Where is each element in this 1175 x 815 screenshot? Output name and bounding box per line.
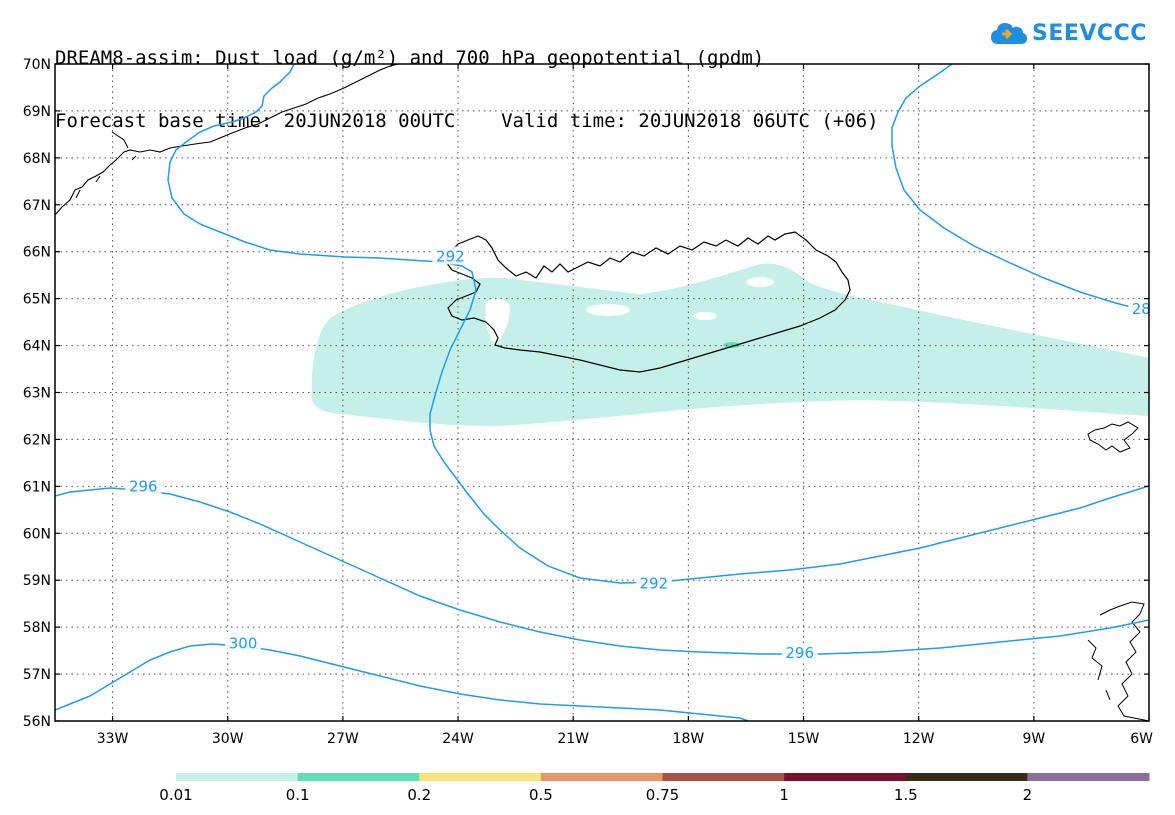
legend-label: 0.1 [286,786,310,804]
lat-tick-label: 65N [23,292,51,308]
lat-tick-label: 66N [23,245,51,261]
contour-label: 296 [785,644,814,662]
lat-lon-grid [55,64,1149,721]
legend-label: 2 [1023,786,1033,804]
lat-tick-label: 62N [23,432,51,448]
lat-tick-label: 63N [23,386,51,402]
legend-swatch [297,773,420,781]
legend-swatch [540,773,663,781]
contour-296 [55,487,1149,655]
contour-label-bg [1128,298,1149,317]
dust-load-legend: 0.01 0.1 0.2 0.5 0.75 1 1.5 2 [159,773,1150,804]
contour-label-bg [781,642,818,661]
contour-label: 292 [436,247,465,265]
legend-swatch [1027,773,1150,781]
lat-tick-label: 67N [23,198,51,214]
lat-tick-label: 57N [23,667,51,683]
contour-label-bg [432,246,469,265]
lat-tick-label: 70N [23,57,51,73]
contour-label-bg [635,573,672,592]
contour-300 [55,643,749,721]
dust-gap-north [746,277,774,287]
legend-label: 1.5 [894,786,918,804]
legend-swatch [784,773,907,781]
dust-gap-glacier [693,312,717,320]
legend-swatch [176,773,299,781]
lon-tick-label: 27W [327,731,359,747]
faroe-islands [1087,421,1139,453]
lon-tick-label: 12W [903,731,935,747]
legend-label: 0.5 [529,786,553,804]
lon-tick-label: 33W [97,731,129,747]
lat-tick-label: 58N [23,620,51,636]
contour-288-east [891,64,1149,313]
contour-label: 300 [229,635,258,653]
contour-label-bg [225,633,262,652]
dust-gap-central [586,304,630,316]
lat-tick-label: 69N [23,104,51,120]
greenland-coast [55,64,399,216]
lon-tick-label: 15W [788,731,820,747]
seevccc-logo: SEEVCCC [990,20,1147,46]
contour-label: 28 [1132,300,1151,318]
legend-swatch [662,773,785,781]
iceland-coast [445,231,851,373]
contour-labels: 292 292 296 296 300 28 [125,246,1151,662]
longitude-axis: 33W 30W 27W 24W 21W 18W 15W 12W 9W 6W [97,64,1153,747]
lat-tick-label: 56N [23,714,51,730]
contour-label: 292 [640,574,669,592]
title-line-2: Forecast base time: 20JUN2018 00UTC Vali… [55,110,879,132]
logo-text: SEEVCCC [1032,20,1147,46]
lat-tick-label: 64N [23,339,51,355]
legend-label: 0.2 [407,786,431,804]
lon-tick-label: 30W [212,731,244,747]
contour-label: 296 [129,477,158,495]
contour-292-west [167,64,1149,584]
lon-tick-label: 18W [673,731,705,747]
lat-tick-label: 68N [23,151,51,167]
legend-label: 1 [779,786,789,804]
lon-tick-label: 6W [1130,731,1153,747]
legend-swatch [905,773,1028,781]
lat-tick-label: 60N [23,526,51,542]
lat-tick-label: 61N [23,479,51,495]
legend-swatch [419,773,542,781]
scotland-coast [1087,601,1149,721]
lon-tick-label: 24W [442,731,474,747]
lon-tick-label: 9W [1022,731,1045,747]
legend-label: 0.75 [646,786,679,804]
cloud-icon [991,23,1027,44]
legend-label: 0.01 [159,786,192,804]
lat-tick-label: 59N [23,573,51,589]
dust-gap-west [485,298,510,345]
lon-tick-label: 21W [557,731,589,747]
geopotential-contours [55,64,1149,721]
contour-label-bg [125,476,162,495]
latitude-axis: 70N 69N 68N 67N 66N 65N 64N 63N 62N 61N 60N 59N 58N 5… [23,57,1149,730]
dust-patch-high [723,342,741,348]
